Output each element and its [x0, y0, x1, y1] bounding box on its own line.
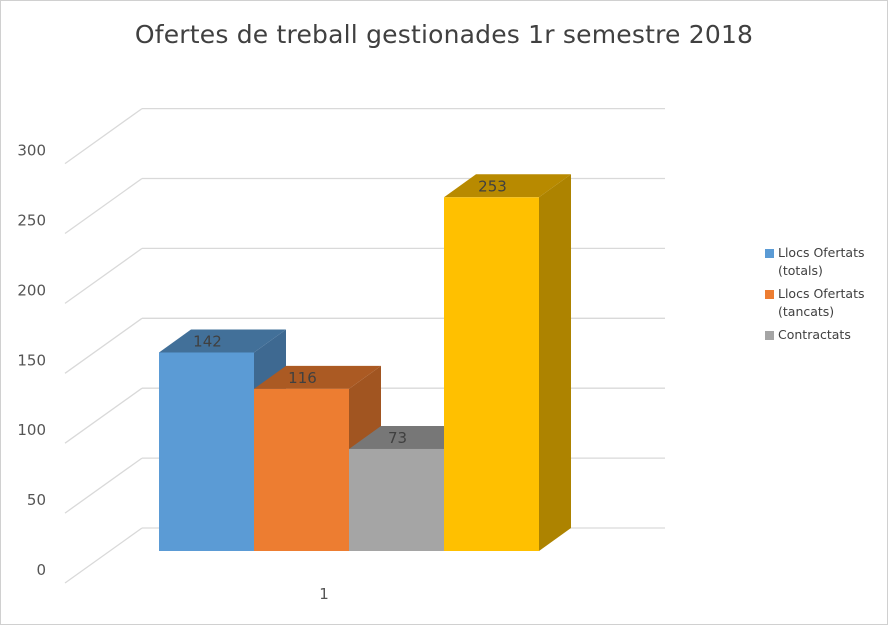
data-labels: 142 116 73 253	[193, 177, 507, 447]
legend-item-contractats: Contractats	[765, 326, 880, 344]
gridline-side	[64, 177, 143, 235]
gridline-side	[64, 387, 143, 444]
gridline-side	[64, 527, 143, 584]
y-tick-label: 250	[17, 212, 46, 230]
gridline-side	[64, 108, 143, 165]
y-tick-label: 200	[17, 281, 46, 299]
bar-side-face	[539, 174, 571, 551]
y-tick-label: 300	[17, 142, 46, 160]
bar-front-face	[254, 388, 349, 551]
data-label: 253	[478, 177, 507, 195]
data-label: 142	[193, 332, 222, 350]
gridline-side	[64, 247, 143, 304]
gridline-side	[64, 317, 143, 374]
legend-swatch	[765, 290, 774, 299]
bar-front-face	[159, 352, 254, 551]
bars	[159, 174, 571, 551]
y-tick-label: 50	[27, 491, 46, 509]
legend-label: Llocs Ofertats (tancats)	[778, 286, 865, 319]
bar-front-face	[349, 448, 444, 551]
bar-top-face	[444, 174, 571, 198]
chart-title: Ofertes de treball gestionades 1r semest…	[134, 20, 754, 49]
bar-front-face	[444, 197, 539, 551]
legend-swatch	[765, 331, 774, 340]
bar-top-face	[159, 329, 286, 353]
legend-label: Llocs Ofertats (totals)	[778, 245, 865, 278]
y-tick-label: 0	[36, 561, 46, 579]
y-axis-ticks: 0 50 100 150 200 250 300	[17, 142, 46, 579]
x-category-label: 1	[319, 585, 329, 603]
data-label: 116	[288, 369, 317, 387]
data-label: 73	[388, 429, 407, 447]
bar-1	[159, 329, 286, 551]
y-tick-label: 150	[17, 351, 46, 369]
legend-label: Contractats	[778, 327, 851, 342]
bar-top-face	[254, 365, 381, 389]
legend-item-llocs-totals: Llocs Ofertats (totals)	[765, 244, 880, 280]
gridline-side	[64, 457, 143, 514]
x-axis-categories: 1	[319, 585, 329, 603]
bar-4	[444, 174, 571, 551]
y-tick-label: 100	[17, 421, 46, 439]
legend-item-llocs-tancats: Llocs Ofertats (tancats)	[765, 285, 880, 321]
legend: Llocs Ofertats (totals) Llocs Ofertats (…	[765, 244, 880, 349]
legend-swatch	[765, 249, 774, 258]
